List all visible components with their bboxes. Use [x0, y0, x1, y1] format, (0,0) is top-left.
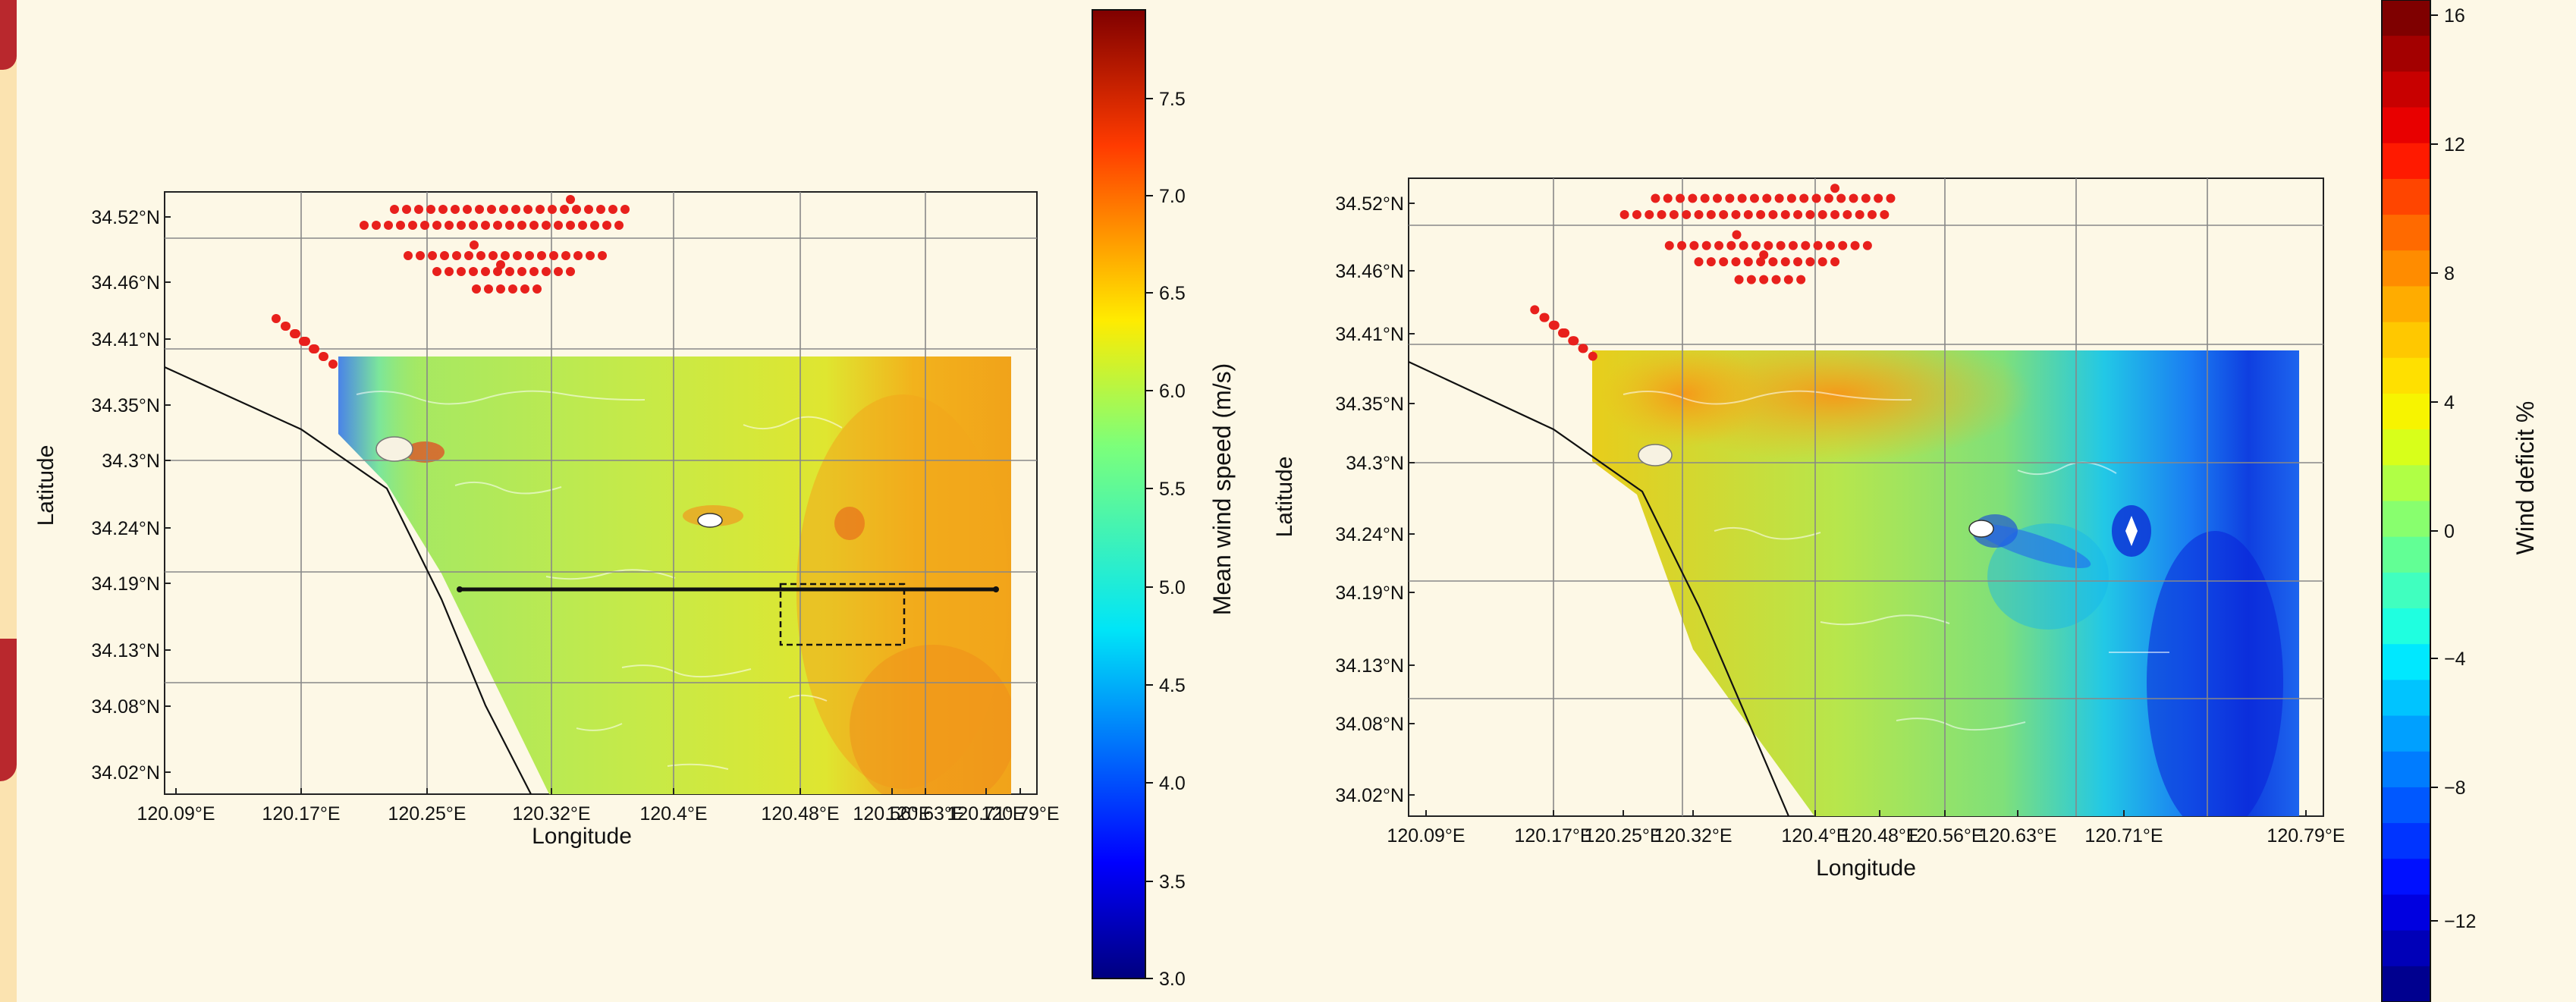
- right-colorbar-tick-1: 12: [2444, 134, 2465, 155]
- right-y-tick-8: 34.08°N: [1335, 714, 1404, 735]
- red-decoration-bottom: [0, 639, 17, 781]
- right-x-axis-title: Longitude: [1816, 856, 1916, 881]
- right-map-panel: 34.52°N 34.46°N 34.41°N 34.35°N 34.3°N 34.24°…: [1272, 177, 2345, 881]
- right-x-tick-5: 120.48°E: [1840, 825, 1918, 847]
- left-x-axis-title: Longitude: [532, 824, 632, 849]
- right-colorbar-title: Wind deficit %: [2512, 401, 2539, 555]
- left-y-axis-title: Latitude: [33, 445, 58, 526]
- right-colorbar-tick-3: 4: [2444, 392, 2455, 413]
- left-y-tick-8: 34.08°N: [91, 696, 160, 718]
- left-colorbar-tick-2: 6.5: [1159, 283, 1186, 304]
- right-y-tick-7: 34.13°N: [1335, 655, 1404, 677]
- left-y-tick-4: 34.3°N: [102, 451, 160, 472]
- left-map-panel: 34.52°N 34.46°N 34.41°N 34.35°N 34.3°N 34.24°…: [33, 191, 1060, 849]
- right-y-axis-title: Latitude: [1272, 457, 1297, 538]
- right-y-tick-labels: 34.52°N 34.46°N 34.41°N 34.35°N 34.3°N 34.24°…: [1335, 193, 1415, 806]
- left-grid-lines: [165, 192, 1037, 794]
- left-y-tick-0: 34.52°N: [91, 207, 160, 228]
- right-x-tick-4: 120.4°E: [1781, 825, 1849, 847]
- left-x-tick-6: 120.56°E: [853, 803, 931, 825]
- right-y-tick-2: 34.41°N: [1335, 324, 1404, 345]
- right-y-tick-1: 34.46°N: [1335, 261, 1404, 282]
- right-colorbar-tick-5: −4: [2444, 649, 2466, 670]
- right-colorbar-tick-7: −12: [2444, 911, 2476, 932]
- left-y-tick-2: 34.41°N: [91, 329, 160, 350]
- left-x-tick-labels: 120.09°E 120.17°E 120.25°E 120.32°E 120.4°E 1…: [137, 788, 1060, 825]
- right-wind-deficit-field: [1592, 350, 2299, 816]
- right-turbine-array: [1530, 184, 1896, 361]
- right-colorbar-tick-4: 0: [2444, 521, 2455, 542]
- right-colorbar-ticks: 16 12 8 4 0 −4 −8 −12: [2430, 5, 2476, 932]
- right-colorbar-tick-2: 8: [2444, 263, 2455, 284]
- red-decoration-top: [0, 0, 17, 70]
- right-x-tick-1: 120.17°E: [1514, 825, 1592, 847]
- left-y-tick-1: 34.46°N: [91, 272, 160, 294]
- left-coastline: [164, 366, 532, 795]
- left-colorbar-tick-1: 7.0: [1159, 186, 1186, 207]
- left-x-tick-8: 120.71°E: [947, 803, 1025, 825]
- right-x-tick-7: 120.63°E: [1978, 825, 2056, 847]
- left-colorbar: 7.5 7.0 6.5 6.0 5.5 5.0 4.5 4.0 3.5 3.0 Mean wind…: [1092, 9, 1236, 990]
- left-colorbar-tick-8: 3.5: [1159, 872, 1186, 893]
- left-x-tick-7: 120.63°E: [886, 803, 964, 825]
- left-colorbar-ticks: 7.5 7.0 6.5 6.0 5.5 5.0 4.5 4.0 3.5 3.0: [1145, 89, 1186, 990]
- right-coastline: [1408, 361, 1790, 817]
- left-turbine-array: [272, 195, 630, 369]
- left-colorbar-tick-5: 5.0: [1159, 577, 1186, 598]
- left-colorbar-tick-0: 7.5: [1159, 89, 1186, 110]
- left-colorbar-tick-4: 5.5: [1159, 479, 1186, 500]
- left-y-tick-9: 34.02°N: [91, 762, 160, 784]
- left-colorbar-tick-3: 6.0: [1159, 381, 1186, 402]
- left-x-tick-2: 120.25°E: [388, 803, 466, 825]
- left-y-tick-3: 34.35°N: [91, 395, 160, 416]
- right-x-tick-0: 120.09°E: [1387, 825, 1465, 847]
- left-colorbar-tick-9: 3.0: [1159, 969, 1186, 990]
- right-colorbar-tick-6: −8: [2444, 777, 2466, 799]
- right-y-tick-6: 34.19°N: [1335, 583, 1404, 604]
- left-x-tick-1: 120.17°E: [262, 803, 340, 825]
- left-x-tick-9: 120.79°E: [981, 803, 1059, 825]
- left-island: [375, 436, 413, 462]
- right-grid-lines: [1409, 178, 2323, 816]
- left-y-tick-5: 34.24°N: [91, 518, 160, 539]
- left-x-tick-3: 120.32°E: [512, 803, 590, 825]
- right-x-tick-3: 120.32°E: [1654, 825, 1732, 847]
- right-y-tick-3: 34.35°N: [1335, 394, 1404, 415]
- right-x-tick-9: 120.79°E: [2267, 825, 2345, 847]
- left-colorbar-tick-6: 4.5: [1159, 675, 1186, 696]
- right-y-tick-0: 34.52°N: [1335, 193, 1404, 215]
- right-x-tick-6: 120.56°E: [1905, 825, 1984, 847]
- right-y-tick-5: 34.24°N: [1335, 524, 1404, 545]
- right-colorbar: 16 12 8 4 0 −4 −8 −12 Wind deficit %: [2381, 0, 2539, 1002]
- left-y-tick-7: 34.13°N: [91, 640, 160, 661]
- left-dashed-box: [779, 583, 906, 646]
- left-colorbar-tick-7: 4.0: [1159, 773, 1186, 794]
- left-y-tick-6: 34.19°N: [91, 573, 160, 595]
- right-x-tick-8: 120.71°E: [2084, 825, 2163, 847]
- right-y-tick-4: 34.3°N: [1346, 453, 1404, 474]
- left-x-tick-4: 120.4°E: [639, 803, 707, 825]
- left-y-tick-labels: 34.52°N 34.46°N 34.41°N 34.35°N 34.3°N 34.24°…: [91, 207, 171, 784]
- left-colorbar-title: Mean wind speed (m/s): [1208, 363, 1236, 616]
- right-island: [1638, 444, 1673, 466]
- right-y-tick-9: 34.02°N: [1335, 785, 1404, 806]
- right-x-tick-2: 120.25°E: [1584, 825, 1662, 847]
- right-colorbar-tick-0: 16: [2444, 5, 2465, 27]
- left-x-tick-0: 120.09°E: [137, 803, 215, 825]
- left-x-tick-5: 120.48°E: [761, 803, 839, 825]
